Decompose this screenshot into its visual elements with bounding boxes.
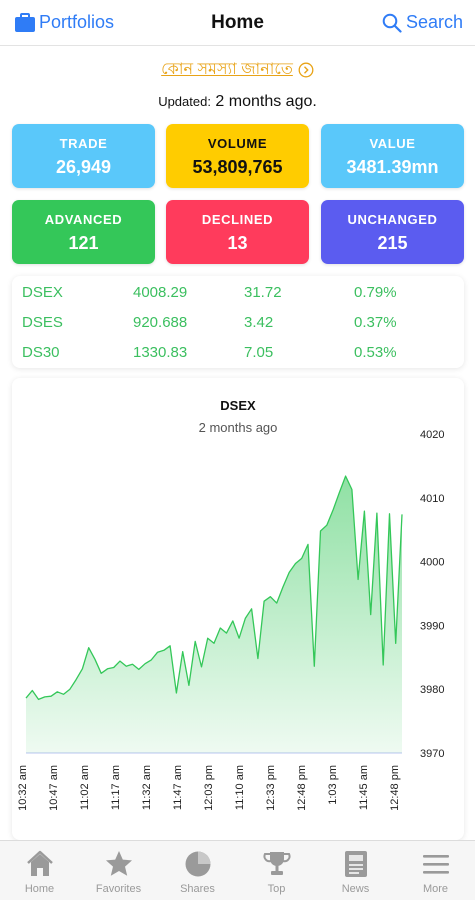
dsex-series-line [25,475,403,701]
search-button[interactable]: Search [382,12,463,33]
x-tick-label: 11:17 am [110,765,122,810]
dsex-chart-card[interactable]: DSEX 2 months ago 4020 4010 4000 3990 3980 39… [12,378,464,840]
tab-shares[interactable]: Shares [158,841,237,900]
volume-tile[interactable]: VOLUME 53,809,765 [166,124,309,188]
tab-bar: Home Favorites Shares Top News [0,840,475,900]
dsex-chart[interactable]: DSEX 2 months ago 4020 4010 4000 3990 3980 39… [12,378,464,840]
tile-label: DECLINED [201,212,274,227]
portfolios-label: Portfolios [39,12,115,32]
tile-value: 215 [377,233,408,253]
index-name: DSEX [22,284,63,301]
tile-label: UNCHANGED [347,212,438,227]
tab-label: News [341,883,370,895]
newspaper-icon [344,851,367,877]
index-percent: 0.37% [354,314,397,331]
index-row-dsex[interactable]: DSEX 4008.29 31.72 0.79% [12,278,464,308]
report-problem-text: কোন সমস্যা জানাতে [161,61,293,78]
home-icon [26,850,53,876]
tile-value: 26,949 [55,157,112,177]
trade-tile[interactable]: TRADE 26,949 [12,124,155,188]
search-label: Search [405,12,463,32]
advanced-tile[interactable]: ADVANCED 121 [12,200,155,264]
tile-label: ADVANCED [44,212,123,227]
updated-label: Updated: [158,94,211,109]
index-percent: 0.79% [354,284,397,301]
index-row-dses[interactable]: DSES 920.688 3.42 0.37% [12,308,464,338]
x-tick-label: 12:48 pm [389,765,401,811]
index-change: 31.72 [244,284,282,301]
dsex-area-fill [26,476,402,753]
updated-value: 2 months ago. [215,93,317,110]
tab-label: Home [24,883,55,895]
unchanged-tile[interactable]: UNCHANGED 215 [321,200,464,264]
briefcase-icon [15,12,35,32]
y-tick-label: 4020 [420,429,444,441]
tab-label: Favorites [95,883,142,895]
y-tick-label: 3970 [420,748,444,760]
tab-home[interactable]: Home [0,841,79,900]
x-tick-label: 12:33 pm [265,765,277,811]
index-percent: 0.53% [354,344,397,361]
value-tile[interactable]: VALUE 3481.39mn [321,124,464,188]
tab-label: Shares [180,883,215,895]
chevron-right-circle-icon [298,62,314,77]
x-tick-label: 11:32 am [141,765,153,810]
index-name: DS30 [22,344,60,361]
tab-news[interactable]: News [316,841,395,900]
x-tick-label: 11:45 am [358,765,370,810]
y-tick-label: 4000 [420,557,444,569]
tile-label: TRADE [59,136,108,151]
index-change: 3.42 [244,314,274,331]
trophy-icon [263,852,290,875]
declined-tile[interactable]: DECLINED 13 [166,200,309,264]
index-value: 4008.29 [133,284,188,301]
tile-label: VOLUME [207,136,268,151]
tab-favorites[interactable]: Favorites [79,841,158,900]
tile-value: 53,809,765 [192,157,283,177]
x-tick-label: 12:03 pm [203,765,215,811]
tab-more[interactable]: More [396,841,475,900]
tile-label: VALUE [369,136,416,151]
x-tick-label: 11:10 am [234,765,246,810]
pie-chart-icon [185,851,210,877]
x-tick-label: 11:02 am [79,765,91,810]
y-tick-label: 3990 [420,620,444,632]
index-list: DSEX 4008.29 31.72 0.79% DSES 920.688 3.… [12,276,464,368]
menu-icon [422,855,449,874]
navigation-bar: Portfolios Home Search [0,0,475,46]
index-value: 1330.83 [133,344,188,361]
tab-top[interactable]: Top [237,841,316,900]
y-tick-label: 4010 [420,493,444,505]
x-tick-label: 12:48 pm [296,765,308,811]
y-tick-label: 3980 [420,684,444,696]
tile-value: 3481.39mn [346,157,439,177]
chart-subtitle: 2 months ago [199,420,278,435]
tab-label: Top [267,883,286,895]
index-change: 7.05 [244,344,274,361]
tab-label: More [422,883,449,895]
x-tick-label: 11:47 am [172,765,184,810]
updated-status: Updated: 2 months ago. [0,93,475,111]
index-row-ds30[interactable]: DS30 1330.83 7.05 0.53% [12,338,464,368]
star-icon [105,851,132,876]
tile-value: 13 [227,233,248,253]
x-tick-label: 10:47 am [48,765,60,811]
x-tick-label: 1:03 pm [327,765,339,805]
tile-value: 121 [68,233,99,253]
portfolios-button[interactable]: Portfolios [14,12,114,33]
index-name: DSES [22,314,63,331]
chart-title: DSEX [220,398,256,413]
search-icon [382,13,402,33]
index-value: 920.688 [133,314,188,331]
x-tick-label: 10:32 am [17,765,29,811]
report-problem-link[interactable]: কোন সমস্যা জানাতে [0,56,475,83]
